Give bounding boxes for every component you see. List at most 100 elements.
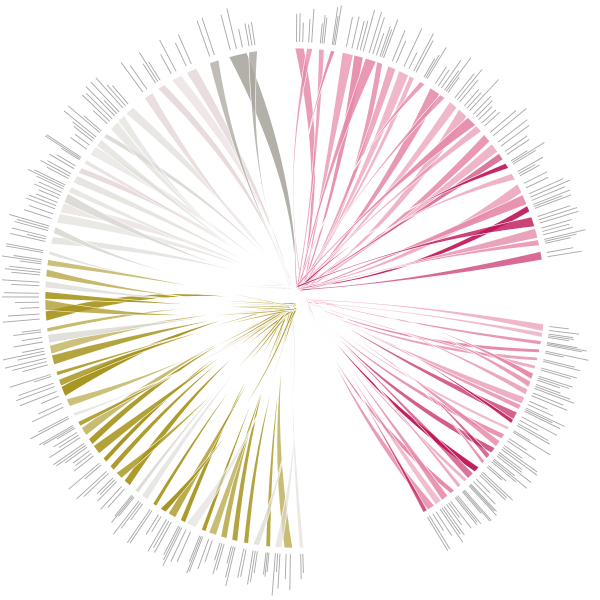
label-stroke [83,115,102,132]
label-stroke [114,495,133,517]
label-stroke [537,379,561,389]
ribbon [46,259,292,308]
ribbon [299,251,543,291]
label-stroke [351,16,360,49]
ribbon [294,50,336,290]
label-stroke [73,125,93,142]
label-stroke [76,470,107,500]
label-stroke [201,17,215,56]
ribbon [51,305,297,366]
label-stroke [512,431,551,456]
label-stroke [188,535,201,562]
label-stroke [513,430,531,441]
label-stroke [11,283,40,287]
label-stroke [58,434,79,448]
label-stroke [496,455,532,483]
label-stroke [446,504,463,526]
label-stroke [61,147,80,161]
label-stroke [383,19,399,58]
label-stroke [56,444,86,467]
label-stroke [497,119,528,143]
ribbon [302,301,541,353]
label-stroke [547,342,578,349]
label-stroke [535,383,561,394]
label-stroke [18,382,54,396]
label-stroke [237,548,245,578]
label-stroke [6,243,44,252]
label-stroke [31,406,64,423]
label-stroke [502,447,538,473]
ribbon [300,298,428,513]
ribbon [109,308,291,471]
label-stroke [441,507,461,535]
label-stroke [506,139,530,155]
ribbon [60,303,292,397]
label-stroke [517,423,549,441]
label-stroke [311,8,315,43]
label-stroke [510,150,528,162]
label-stroke [145,514,159,535]
ribbon [48,250,294,287]
label-stroke [10,232,46,242]
ribbon [209,59,296,283]
label-stroke [546,247,574,253]
label-stroke [226,545,232,564]
label-stroke [83,473,109,497]
label-stroke [11,271,41,276]
label-stroke [27,168,65,188]
label-stroke [543,359,575,368]
label-stroke [120,62,144,93]
label-stroke [432,513,444,531]
label-stroke [33,375,52,383]
label-stroke [469,484,495,512]
label-stroke [525,409,553,424]
ribbon [81,306,295,436]
ribbon [304,301,537,370]
ribbon [159,301,297,513]
label-stroke [25,197,56,210]
ribbon [252,302,296,546]
ribbon [301,296,480,473]
label-stroke [472,95,492,115]
label-stroke [533,195,563,207]
label-stroke [28,205,54,215]
ribbon [299,298,468,483]
ribbon [301,299,532,388]
label-strokes [1,5,589,596]
label-stroke [478,106,493,120]
label-stroke [42,426,75,446]
label-stroke [1,255,42,263]
label-stroke [484,111,501,127]
label-stroke [214,542,221,561]
label-stroke [53,432,78,448]
label-stroke [441,59,462,89]
label-stroke [196,20,211,57]
label-stroke [74,134,90,146]
label-stroke [163,526,181,561]
ribbon [92,302,295,454]
label-stroke [95,77,124,109]
ribbon [299,299,449,501]
label-stroke [368,11,382,54]
ribbon [302,173,516,293]
label-stroke [216,543,225,571]
ribbon [299,299,506,439]
label-stroke [481,109,497,124]
label-stroke [541,367,578,379]
label-stroke [277,553,281,589]
label-stroke [480,473,508,499]
label-stroke [470,483,497,512]
label-stroke [67,105,100,133]
ribbon [298,57,377,287]
label-stroke [547,250,582,258]
label-stroke [197,538,210,570]
label-stroke [284,553,287,580]
ribbon [152,306,294,507]
label-stroke [486,466,503,481]
label-stroke [53,443,85,466]
label-stroke [162,527,183,566]
label-stroke [153,520,170,549]
label-stroke [99,479,116,496]
label-stroke [103,99,118,115]
